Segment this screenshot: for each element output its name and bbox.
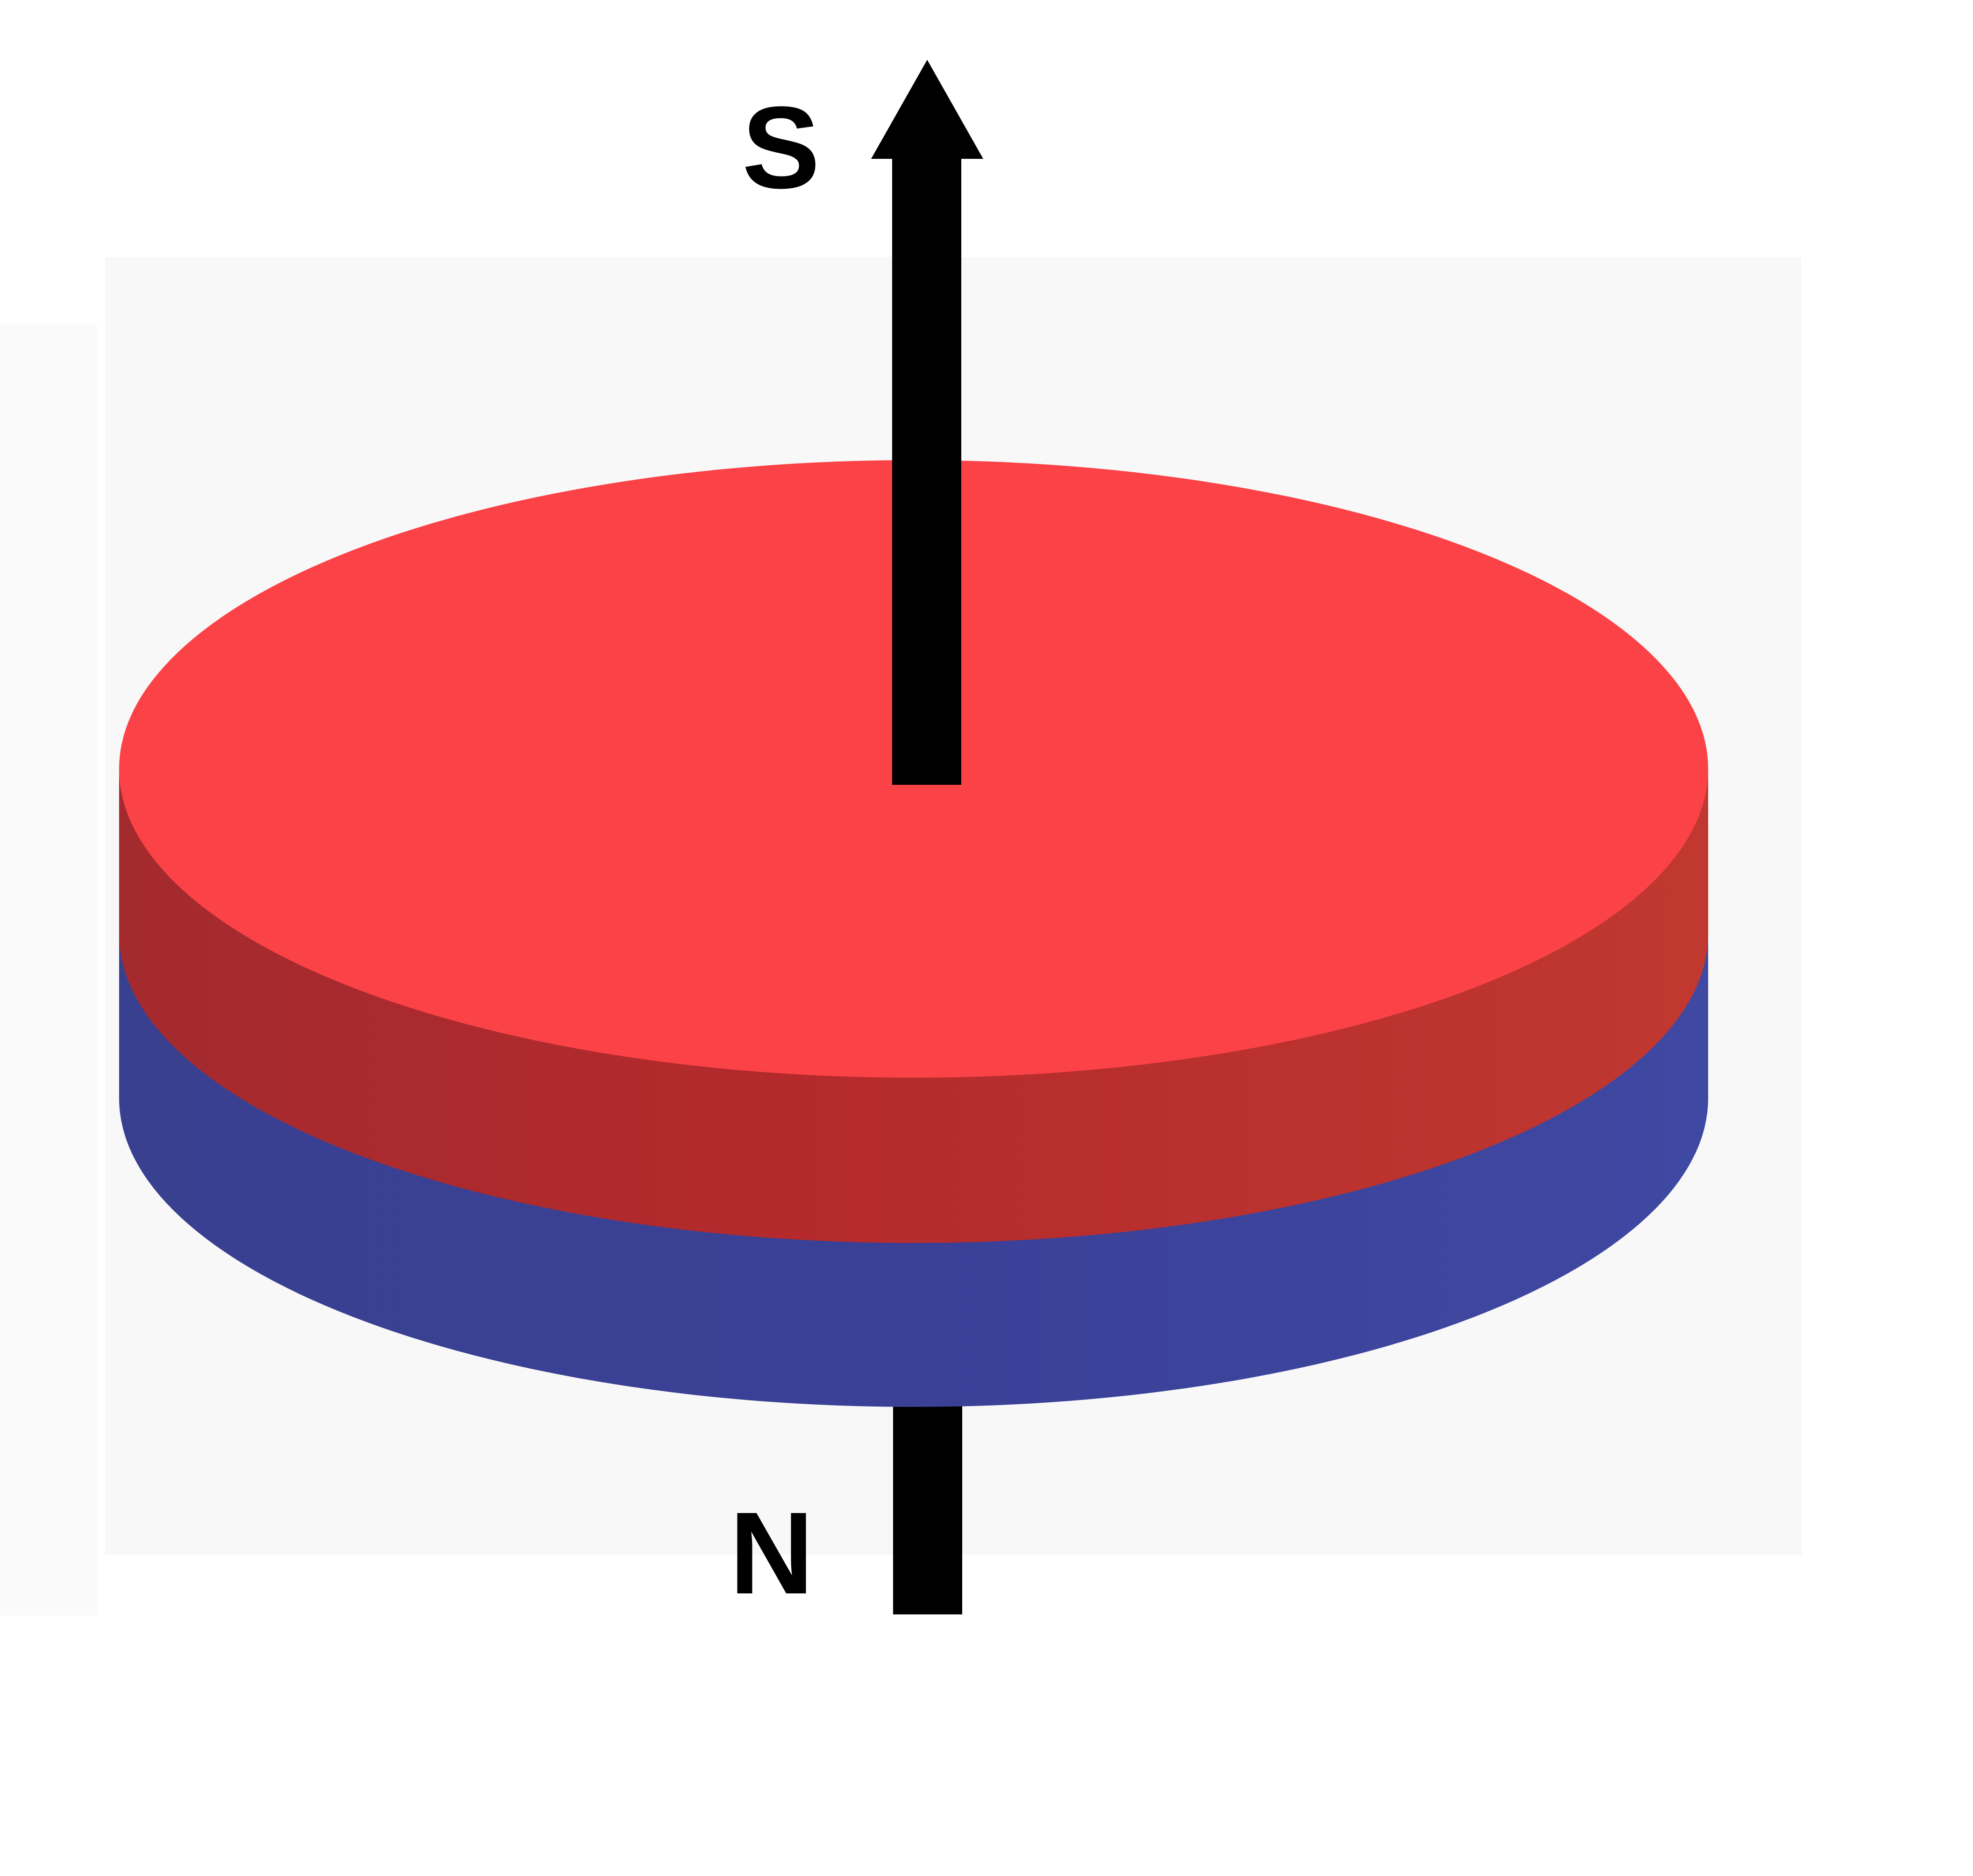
background-strip [0, 325, 97, 1615]
magnetization-arrow-shaft-top [892, 149, 961, 785]
magnetization-arrow-head-icon [871, 60, 983, 159]
label-north-pole: N [730, 1488, 814, 1618]
magnet-upper-side-south [119, 769, 1708, 1243]
magnetization-arrow-shaft-bottom [893, 1373, 962, 1614]
label-south-pole: S [742, 82, 820, 213]
